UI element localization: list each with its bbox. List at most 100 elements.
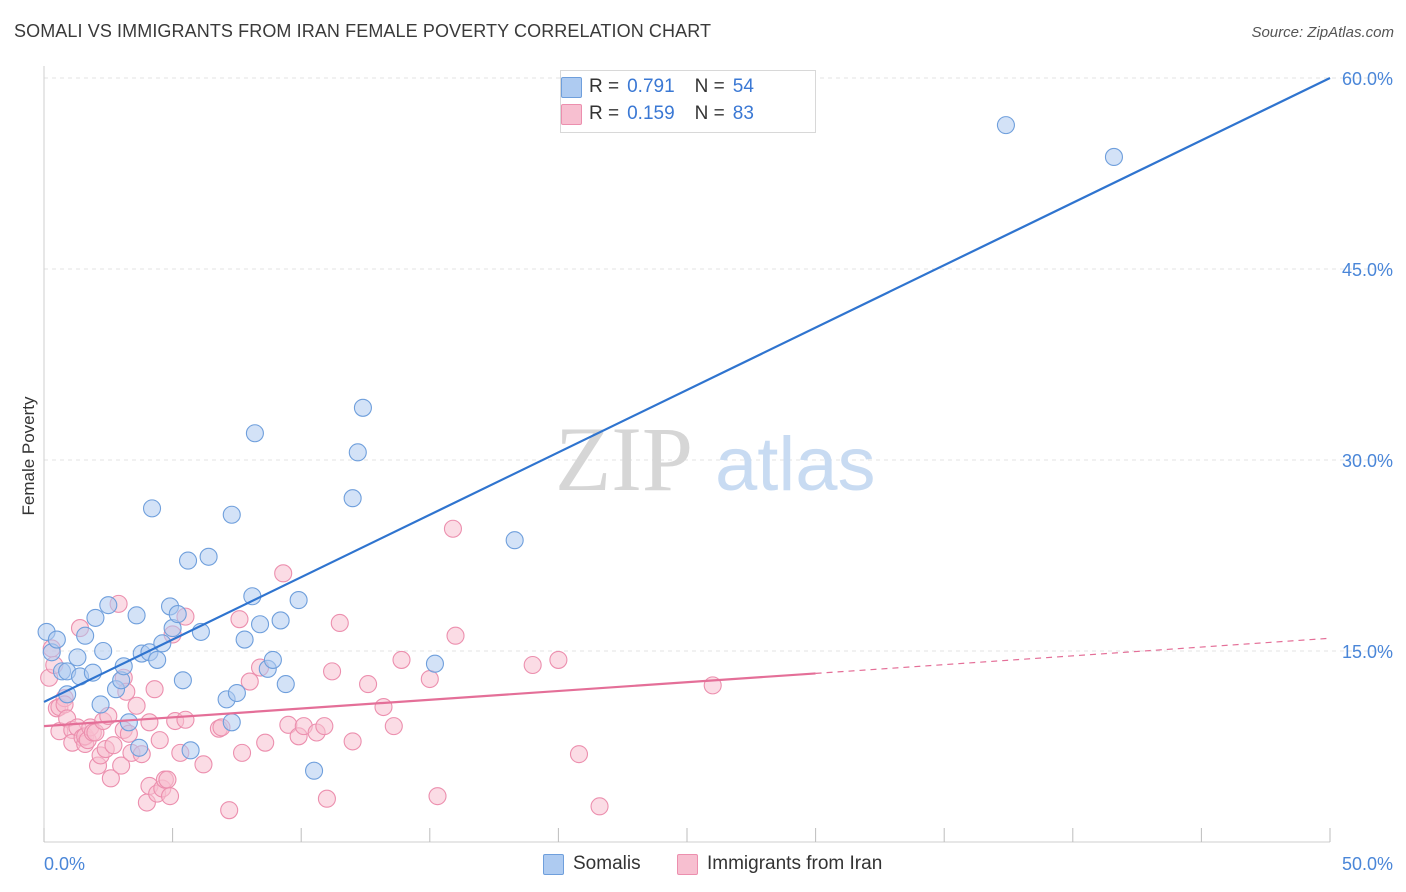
- iran-point: [550, 651, 567, 668]
- somali-point: [223, 714, 240, 731]
- legend-row-iran: R = 0.159 N = 83: [589, 102, 754, 126]
- iran-point: [141, 714, 158, 731]
- trend-lines: [44, 78, 1330, 726]
- iran-point: [385, 718, 402, 735]
- somali-point: [1105, 148, 1122, 165]
- watermark-atlas: atlas: [715, 422, 876, 507]
- scatter-chart: ZIP atlas 15.0% 30.0% 45.0% 60.0% 0.0% 50.0%…: [0, 0, 1406, 892]
- somali-point: [236, 631, 253, 648]
- somali-trend-line: [44, 78, 1330, 702]
- somali-point: [95, 643, 112, 660]
- correlation-legend: R = 0.791 N = 54 R = 0.159 N = 83: [560, 70, 816, 133]
- iran-point: [151, 732, 168, 749]
- iran-point: [234, 744, 251, 761]
- y-tick-label: 45.0%: [1342, 260, 1393, 280]
- somali-point: [92, 696, 109, 713]
- gridlines: [44, 78, 1395, 651]
- somali-point: [100, 597, 117, 614]
- somali-point: [246, 425, 263, 442]
- somali-point: [264, 651, 281, 668]
- somali-point: [354, 399, 371, 416]
- legend-iran-n: 83: [733, 103, 754, 125]
- somali-point: [306, 762, 323, 779]
- iran-point: [159, 771, 176, 788]
- somali-point: [252, 616, 269, 633]
- legend-iran-r: 0.159: [627, 103, 675, 125]
- somalis-legend-swatch: [543, 854, 564, 875]
- x-tick-label: 50.0%: [1342, 854, 1393, 874]
- iran-point: [324, 663, 341, 680]
- iran-point: [316, 718, 333, 735]
- legend-n-label: N =: [695, 103, 725, 125]
- y-tick-label: 60.0%: [1342, 69, 1393, 89]
- somali-point: [69, 649, 86, 666]
- somalis-legend-label: Somalis: [573, 853, 641, 875]
- somali-point: [144, 500, 161, 517]
- somali-point: [290, 592, 307, 609]
- iran-point: [393, 651, 410, 668]
- iran-swatch: [561, 104, 582, 125]
- iran-legend-label: Immigrants from Iran: [707, 853, 882, 875]
- iran-point: [429, 788, 446, 805]
- iran-points: [41, 520, 722, 818]
- iran-point: [195, 756, 212, 773]
- somali-point: [180, 552, 197, 569]
- iran-point: [331, 614, 348, 631]
- iran-point: [231, 611, 248, 628]
- legend-r-label: R =: [589, 103, 619, 125]
- somali-point: [149, 651, 166, 668]
- iran-point: [421, 671, 438, 688]
- somali-point: [200, 548, 217, 565]
- x-tick-label: 0.0%: [44, 854, 85, 874]
- somali-point: [131, 739, 148, 756]
- iran-point: [447, 627, 464, 644]
- legend-n-label: N =: [695, 76, 725, 98]
- iran-point: [591, 798, 608, 815]
- iran-point: [177, 711, 194, 728]
- somali-point: [169, 606, 186, 623]
- legend-r-label: R =: [589, 76, 619, 98]
- somali-point: [506, 532, 523, 549]
- iran-point: [162, 788, 179, 805]
- somali-point: [349, 444, 366, 461]
- iran-trend-line-extension: [816, 638, 1330, 673]
- bottom-legend-iran: Immigrants from Iran: [677, 852, 882, 876]
- somali-point: [277, 676, 294, 693]
- iran-point: [128, 697, 145, 714]
- somali-point: [120, 714, 137, 731]
- y-tick-label: 15.0%: [1342, 642, 1393, 662]
- y-tick-labels: 15.0% 30.0% 45.0% 60.0%: [1342, 69, 1393, 662]
- iran-point: [444, 520, 461, 537]
- legend-somali-r: 0.791: [627, 76, 675, 98]
- iran-point: [146, 681, 163, 698]
- somali-point: [228, 685, 245, 702]
- iran-point: [318, 790, 335, 807]
- legend-somali-n: 54: [733, 76, 754, 98]
- somali-point: [997, 117, 1014, 134]
- watermark-zip: ZIP: [555, 408, 693, 510]
- somali-point: [223, 506, 240, 523]
- iran-point: [524, 657, 541, 674]
- y-axis-label: Female Poverty: [19, 396, 38, 516]
- somali-point: [272, 612, 289, 629]
- y-tick-label: 30.0%: [1342, 451, 1393, 471]
- somali-point: [87, 609, 104, 626]
- iran-point: [360, 676, 377, 693]
- somali-point: [128, 607, 145, 624]
- somali-point: [77, 627, 94, 644]
- iran-point: [257, 734, 274, 751]
- legend-row-somali: R = 0.791 N = 54: [589, 75, 754, 99]
- somali-point: [426, 655, 443, 672]
- somali-point: [244, 588, 261, 605]
- somali-swatch: [561, 77, 582, 98]
- somali-point: [174, 672, 191, 689]
- iran-point: [105, 737, 122, 754]
- somali-point: [48, 631, 65, 648]
- iran-legend-swatch: [677, 854, 698, 875]
- watermark: ZIP atlas: [555, 408, 876, 510]
- iran-point: [344, 733, 361, 750]
- somali-point: [344, 490, 361, 507]
- iran-point: [221, 802, 238, 819]
- bottom-legend-somalis: Somalis: [543, 852, 641, 876]
- iran-point: [570, 746, 587, 763]
